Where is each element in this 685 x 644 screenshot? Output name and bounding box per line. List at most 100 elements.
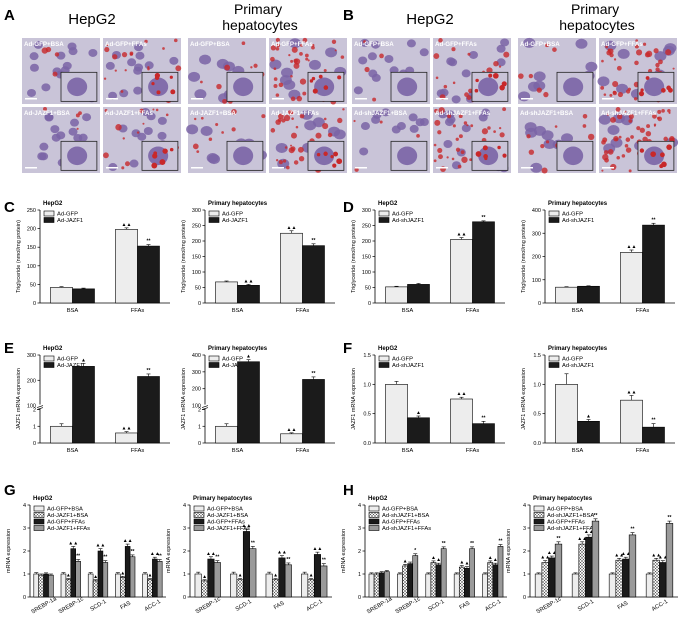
lipid-droplet [175,65,182,72]
panel-letter-e: E [4,340,14,357]
bar [215,425,238,444]
lipid-droplet [379,53,384,59]
bar [124,546,131,598]
lipid-droplet [658,59,663,65]
chart-f2: 0.0 0.5 1.0 1.5 JAZF1 mRNA expression Primary… [521,346,675,454]
legend-swatch [378,355,390,362]
panel-letter-g: G [4,482,16,499]
legend-label: Ad-JAZF1 [222,218,248,224]
lipid-droplet [610,116,616,123]
lipid-droplet [469,158,473,162]
nucleus [533,71,546,82]
lipid-droplet [466,95,472,100]
y-tick-label: 1 [198,424,201,430]
header-b-primary: Primary hepatocytes [559,1,635,33]
bar [407,417,430,444]
lipid-droplet [52,71,58,77]
inset-lipid [475,78,479,83]
bar [129,556,136,598]
chart-title: Primary hepatocytes [208,346,268,352]
chart-d2: 0 100 200 300 400 Triglyceride (nmol/mg prote… [521,201,675,314]
header-a-primary-text: Primary [234,1,282,17]
legend-swatch [548,362,560,368]
legend-label: Ad-JAZF1 [222,363,248,369]
micrograph-tile: Ad-GFP+BSA [188,38,266,104]
lipid-droplet [354,167,359,172]
inset-nucleus [563,146,584,166]
nucleus [419,48,429,57]
nucleus [654,51,667,62]
lipid-droplet [610,163,617,171]
inset-nucleus [67,146,88,166]
significance-mark: ▲ [309,573,314,579]
lipid-droplet [605,45,609,49]
nucleus [33,40,43,49]
lipid-droplet [323,69,327,73]
legend-label: Ad-JAZF1+BSA [47,513,88,519]
bar [147,579,153,598]
inset-lipid [312,88,318,94]
lipid-droplet [299,51,303,56]
lipid-droplet [628,113,634,120]
lipid-droplet [327,132,333,138]
bar [237,285,260,304]
lipid-droplet [543,91,549,98]
significance-mark: ▲▲ [614,552,624,558]
lipid-droplet [434,119,441,126]
lipid-droplet [305,57,309,61]
nucleus [368,69,378,78]
legend-label: Ad-JAZF1 [57,363,83,369]
panel-letter-c: C [4,199,15,216]
lipid-droplet [621,154,626,158]
nucleus [308,59,321,70]
micrograph-label: Ad-JAZF1+BSA [24,110,70,117]
micrograph-tile: Ad-GFP+FFAs [103,38,182,104]
lipid-droplet [200,80,203,84]
inset-lipid [497,145,501,150]
lipid-droplet [446,156,449,159]
lipid-droplet [642,136,648,143]
nucleus [607,125,620,136]
bar [215,281,238,304]
lipid-droplet [282,159,287,163]
lipid-droplet [302,37,308,43]
micrograph-tile: Ad-shJAZF1+BSA [518,107,596,174]
bar [33,573,40,598]
legend-swatch [33,512,45,518]
lipid-droplet [493,60,499,67]
y-tick-label: 4 [23,503,26,509]
nucleus [82,113,92,122]
y-tick-label: 100 [192,270,201,276]
header-b-hepg2: HepG2 [406,11,454,28]
micrograph-label: Ad-GFP+FFAs [435,41,477,48]
lipid-droplet [372,97,377,102]
lipid-droplet [78,111,82,116]
chart-f1: 0.0 0.5 1.0 1.5 JAZF1 mRNA expression HepG2 Ad… [351,346,505,454]
lipid-droplet [253,63,258,68]
lipid-droplet [311,45,315,50]
bar [541,562,549,598]
nucleus [146,112,156,121]
significance-mark: ** [286,557,290,563]
y-axis-label: JAZF1 mRNA expression [351,368,357,430]
significance-mark: ** [557,536,561,542]
micrograph-tile: Ad-GFP+FFAs [269,37,347,105]
scale-bar [436,167,448,169]
bar [645,573,654,598]
nucleus [496,58,506,67]
legend-swatch [378,210,390,217]
lipid-droplet [124,69,127,72]
lipid-droplet [663,136,669,142]
header-a-primary: Primary hepatocytes [222,1,298,33]
nucleus [451,95,461,104]
significance-mark: ▲▲ [312,546,322,552]
y-tick-label: 1 [183,572,186,578]
nucleus [134,63,144,72]
nucleus [188,71,201,82]
y-tick-label: 1.5 [363,353,371,359]
lipid-droplet [653,124,656,127]
lipid-droplet [467,52,471,56]
nucleus [44,112,54,121]
inset-lipid [336,158,343,165]
